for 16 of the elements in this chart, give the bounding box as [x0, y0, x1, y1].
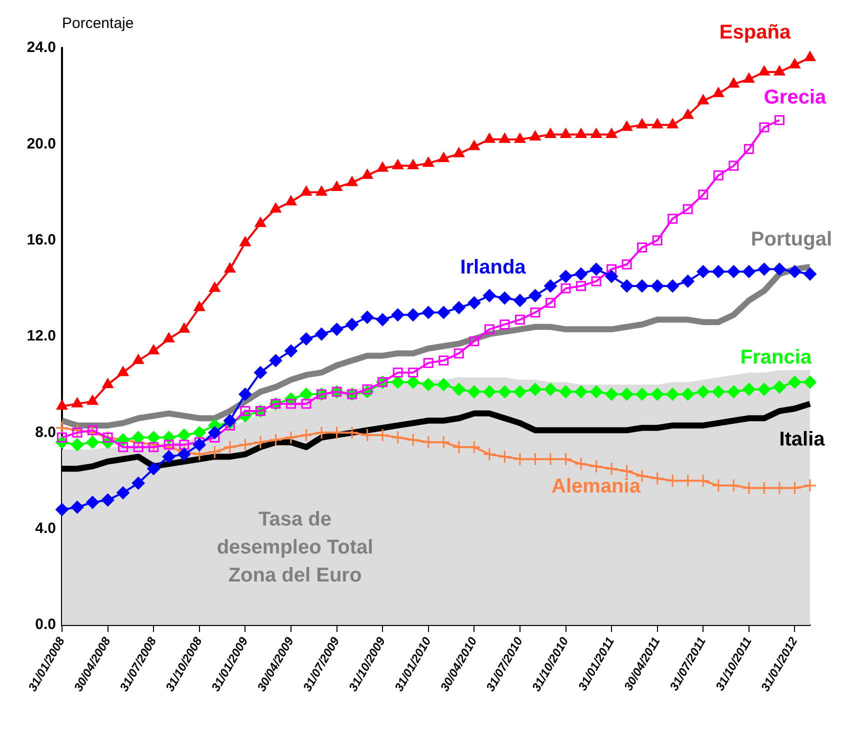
series-label: Italia: [779, 428, 826, 451]
y-tick-label: 16.0: [26, 231, 56, 248]
y-tick-label: 4.0: [35, 520, 56, 537]
y-tick-label: 0.0: [35, 616, 56, 634]
series-label: Portugal: [750, 228, 832, 251]
y-tick-label: 24.0: [26, 39, 56, 56]
series-label: Alemania: [552, 476, 642, 498]
series-label: Francia: [740, 346, 812, 369]
series-label: España: [719, 22, 792, 44]
y-tick-label: 12.0: [26, 328, 56, 345]
series-label: Irlanda: [460, 256, 527, 279]
y-tick-label: 20.0: [26, 135, 56, 152]
y-tick-label: 8.0: [35, 424, 56, 441]
series-label: Tasa de desempleo Total Zona del Euro: [216, 508, 374, 587]
series-label: Grecia: [764, 86, 828, 109]
y-axis-title: Porcentaje: [62, 15, 134, 32]
